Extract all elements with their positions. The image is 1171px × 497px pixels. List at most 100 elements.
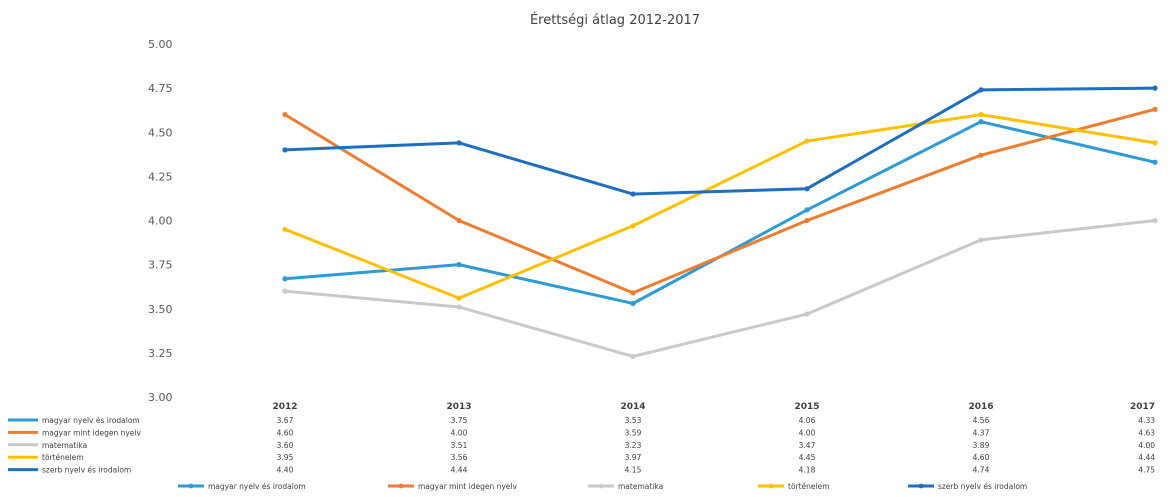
table-row-label: magyar nyelv és irodalom	[42, 416, 140, 425]
table-cell: 3.75	[451, 416, 468, 425]
y-tick-label: 5.00	[148, 38, 173, 51]
legend-marker	[188, 483, 194, 489]
data-point	[978, 112, 984, 118]
table-cell: 4.56	[973, 416, 990, 425]
data-point	[978, 87, 984, 93]
table-cell: 4.33	[1138, 416, 1155, 425]
data-point	[978, 237, 984, 243]
legend-marker	[768, 483, 774, 489]
y-tick-label: 4.75	[148, 82, 173, 95]
table-cell: 4.74	[973, 466, 990, 475]
table-row-label: történelem	[42, 453, 84, 462]
legend-marker	[598, 483, 604, 489]
data-point	[1152, 140, 1158, 146]
series-line	[283, 86, 1157, 196]
table-row-label: szerb nyelv és irodalom	[42, 466, 131, 475]
data-point	[282, 226, 288, 232]
data-point	[630, 300, 636, 307]
table-cell: 4.60	[277, 428, 294, 437]
y-tick-label: 4.50	[148, 126, 173, 139]
data-point	[804, 217, 810, 224]
x-tick-label: 2012	[272, 402, 297, 412]
data-point	[456, 140, 462, 146]
data-point	[1152, 106, 1158, 112]
y-tick-label: 3.50	[148, 303, 173, 316]
data-point	[1152, 85, 1158, 91]
y-tick-label: 3.00	[148, 391, 173, 404]
table-cell: 3.51	[451, 441, 468, 450]
table-cell: 3.89	[973, 441, 990, 450]
table-row-label: matematika	[42, 441, 87, 450]
data-point	[456, 304, 462, 310]
data-point	[456, 295, 462, 301]
x-tick-label: 2016	[968, 402, 993, 412]
series-line	[283, 107, 1157, 295]
data-point	[804, 311, 810, 317]
table-cell: 4.63	[1138, 428, 1155, 437]
data-point	[804, 207, 810, 213]
table-cell: 4.45	[799, 453, 816, 462]
y-tick-label: 3.25	[148, 347, 173, 360]
x-tick-label: 2015	[794, 402, 819, 412]
data-point	[630, 290, 636, 296]
data-point	[282, 112, 288, 118]
legend: magyar nyelv és irodalom magyar mint ideg…	[178, 482, 1027, 491]
table-cell: 3.47	[799, 441, 816, 450]
table-cell: 4.40	[277, 466, 294, 475]
table-cell: 3.56	[451, 453, 468, 462]
table-cell: 4.00	[1138, 441, 1155, 450]
table-cell: 4.06	[799, 416, 816, 425]
legend-label: magyar nyelv és irodalom	[208, 482, 306, 491]
table-cell: 4.37	[973, 428, 990, 437]
table-cell: 4.44	[451, 466, 468, 475]
table-cell: 4.00	[451, 428, 468, 437]
table-cell: 4.60	[973, 453, 990, 462]
series-line	[283, 219, 1157, 358]
table-cell: 3.95	[277, 453, 294, 462]
x-tick-label: 2014	[620, 402, 645, 412]
data-point	[1152, 217, 1158, 224]
y-tick-label: 4.00	[148, 215, 173, 228]
chart-title: Érettségi átlag 2012-2017	[530, 12, 700, 28]
table-cell: 3.60	[277, 441, 294, 450]
table-cell: 4.18	[799, 466, 816, 475]
x-tick-label: 2017	[1130, 402, 1155, 412]
y-axis: 3.00 3.25 3.50 3.75 4.00 4.25 4.50 4.75 5.00	[148, 38, 173, 404]
data-point	[978, 152, 984, 158]
legend-label: matematika	[618, 482, 663, 491]
y-tick-label: 3.75	[148, 259, 173, 272]
table-cell: 3.67	[277, 416, 294, 425]
y-tick-label: 4.25	[148, 170, 173, 183]
legend-label: magyar mint idegen nyelv	[418, 482, 517, 491]
table-cell: 3.59	[625, 428, 642, 437]
data-point	[804, 138, 810, 144]
legend-label: szerb nyelv és irodalom	[938, 482, 1027, 491]
data-point	[456, 217, 462, 224]
table-cell: 3.97	[625, 453, 642, 462]
table-cell: 4.75	[1138, 466, 1155, 475]
data-point	[1152, 159, 1158, 165]
data-point	[282, 147, 288, 153]
data-point	[282, 288, 288, 294]
legend-marker	[398, 483, 404, 489]
data-point	[282, 276, 288, 282]
data-point	[456, 262, 462, 268]
legend-marker	[918, 483, 924, 489]
table-cell: 3.23	[625, 441, 642, 450]
table-cell: 4.15	[625, 466, 642, 475]
data-table: 2012 2013 2014 2015 2016 2017 magyar nyelv és …	[8, 402, 1155, 475]
data-point	[804, 186, 810, 192]
series-line	[283, 113, 1157, 300]
table-cell: 3.53	[625, 416, 642, 425]
table-cell: 4.00	[799, 428, 816, 437]
data-point	[630, 223, 636, 229]
data-point	[978, 119, 984, 125]
series-line	[283, 120, 1157, 305]
table-row-label: magyar mint idegen nyelv	[42, 428, 141, 437]
data-point	[630, 191, 636, 197]
x-tick-label: 2013	[446, 402, 471, 412]
series-lines	[282, 85, 1158, 360]
data-point	[630, 353, 636, 360]
table-cell: 4.44	[1138, 453, 1155, 462]
